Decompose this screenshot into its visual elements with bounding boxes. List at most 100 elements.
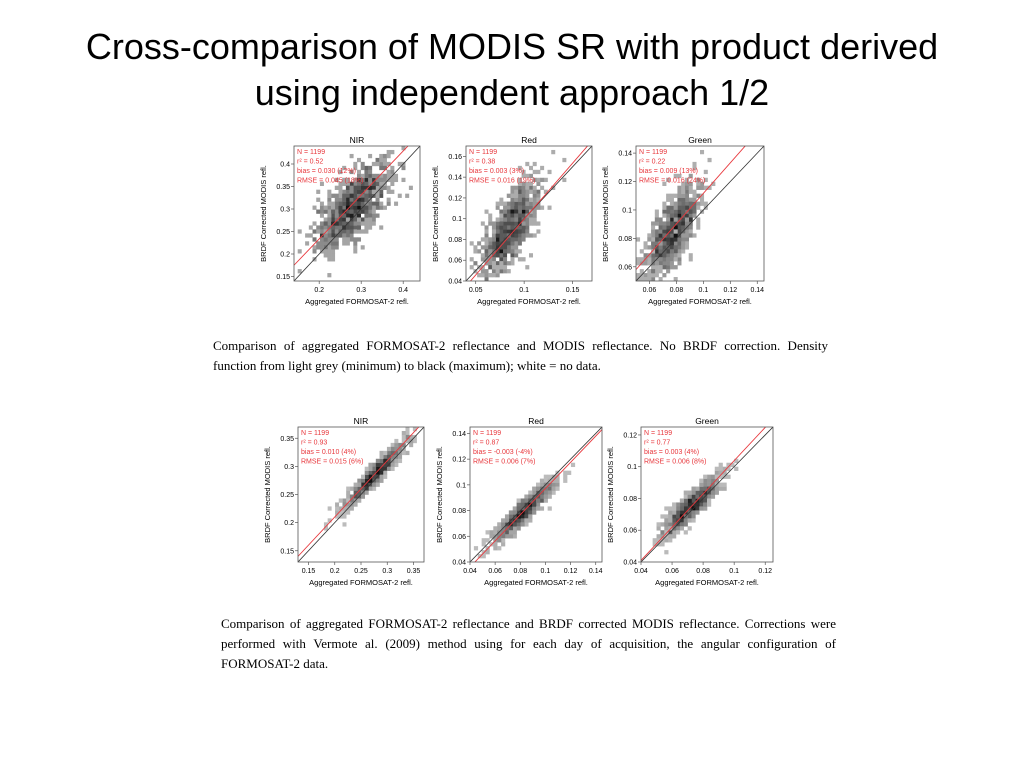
plot-frame bbox=[293, 145, 421, 282]
density-cell bbox=[368, 201, 373, 206]
density-cell bbox=[372, 482, 377, 487]
density-cell bbox=[703, 506, 708, 511]
density-cell bbox=[401, 438, 406, 444]
density-cell bbox=[722, 470, 727, 475]
density-cell bbox=[521, 257, 526, 262]
density-cell bbox=[379, 193, 384, 198]
density-cell bbox=[570, 462, 576, 468]
density-cell bbox=[503, 221, 508, 226]
density-cell bbox=[506, 201, 511, 206]
density-cell bbox=[353, 229, 358, 234]
density-cell bbox=[714, 478, 719, 483]
x-tick-label: 0.3 bbox=[382, 568, 392, 575]
density-cell bbox=[516, 522, 521, 527]
density-cell bbox=[379, 458, 384, 464]
density-cell bbox=[327, 249, 332, 254]
density-cell bbox=[484, 273, 489, 278]
density-cell bbox=[334, 205, 339, 210]
density-cell bbox=[386, 454, 391, 460]
density-cell bbox=[499, 209, 504, 214]
density-cell bbox=[349, 197, 354, 202]
density-cell bbox=[484, 233, 489, 238]
density-cell bbox=[532, 161, 537, 167]
density-cell bbox=[327, 221, 332, 226]
density-cell bbox=[532, 510, 537, 515]
density-cell bbox=[368, 169, 373, 175]
density-cell bbox=[666, 205, 671, 210]
density-cell bbox=[699, 478, 704, 483]
density-cell bbox=[503, 233, 508, 238]
density-cell bbox=[364, 177, 369, 183]
density-cell bbox=[401, 146, 406, 151]
density-cell bbox=[405, 438, 410, 444]
y-tick-label: 0.4 bbox=[280, 162, 290, 169]
density-cell bbox=[695, 506, 700, 511]
x-tick-label: 0.04 bbox=[634, 568, 648, 575]
density-cell bbox=[681, 189, 686, 194]
density-cell bbox=[345, 229, 350, 234]
density-cell bbox=[722, 486, 727, 491]
density-cell bbox=[331, 253, 336, 258]
density-cell bbox=[543, 474, 548, 479]
density-cell bbox=[394, 450, 399, 456]
density-cell bbox=[651, 245, 656, 250]
density-cell bbox=[664, 550, 669, 555]
density-cell bbox=[718, 470, 723, 475]
density-cell bbox=[327, 518, 332, 523]
density-cell bbox=[495, 265, 500, 270]
density-cell bbox=[677, 205, 682, 210]
density-cell bbox=[654, 237, 659, 242]
density-cell bbox=[491, 241, 496, 246]
density-cell bbox=[383, 458, 388, 464]
density-cell bbox=[675, 526, 681, 531]
y-tick-label: 0.15 bbox=[280, 548, 294, 555]
density-cell bbox=[364, 478, 369, 483]
stats-line: RMSE = 0.006 (8%) bbox=[644, 459, 706, 466]
y-axis-label: BRDF Corrected MODIS refl. bbox=[259, 165, 268, 262]
density-cell bbox=[499, 213, 504, 218]
density-cell bbox=[375, 205, 380, 210]
density-cell bbox=[501, 534, 506, 539]
density-cell bbox=[692, 209, 697, 214]
density-cell bbox=[491, 225, 496, 230]
x-tick-label: 0.3 bbox=[356, 287, 366, 294]
y-tick-label: 0.3 bbox=[280, 207, 290, 214]
density-cell bbox=[654, 265, 659, 270]
density-cell bbox=[361, 474, 366, 479]
density-cell bbox=[375, 185, 380, 190]
density-cell bbox=[651, 233, 656, 238]
density-cell bbox=[375, 201, 380, 206]
density-cell bbox=[654, 245, 659, 250]
density-cell bbox=[540, 177, 545, 183]
density-cell bbox=[517, 197, 522, 202]
density-cell bbox=[312, 221, 317, 226]
density-cell bbox=[700, 193, 705, 198]
density-cell bbox=[394, 446, 399, 452]
density-cell bbox=[327, 213, 332, 218]
density-cell bbox=[517, 165, 522, 171]
density-cell bbox=[495, 217, 500, 222]
panel-title: NIR bbox=[354, 416, 369, 426]
density-cell bbox=[488, 221, 493, 226]
density-cell bbox=[473, 261, 478, 266]
y-axis-label: BRDF Corrected MODIS refl. bbox=[431, 165, 440, 262]
density-cell bbox=[495, 233, 500, 238]
density-cell bbox=[520, 498, 525, 503]
density-cell bbox=[327, 201, 332, 206]
density-cell bbox=[673, 225, 678, 230]
density-cell bbox=[319, 209, 324, 214]
stats-line: RMSE = 0.016 (19%) bbox=[469, 178, 535, 185]
density-cell bbox=[651, 249, 656, 254]
density-cell bbox=[654, 261, 659, 266]
density-cell bbox=[488, 249, 493, 254]
density-cell bbox=[503, 201, 508, 206]
density-cell bbox=[390, 454, 395, 460]
density-cell bbox=[338, 498, 343, 503]
density-cell bbox=[491, 245, 496, 250]
regression-line bbox=[636, 146, 746, 270]
density-cell bbox=[525, 205, 530, 210]
density-cell bbox=[647, 237, 652, 242]
density-cell bbox=[547, 486, 552, 491]
density-cell bbox=[497, 538, 502, 543]
density-cell bbox=[516, 526, 521, 531]
